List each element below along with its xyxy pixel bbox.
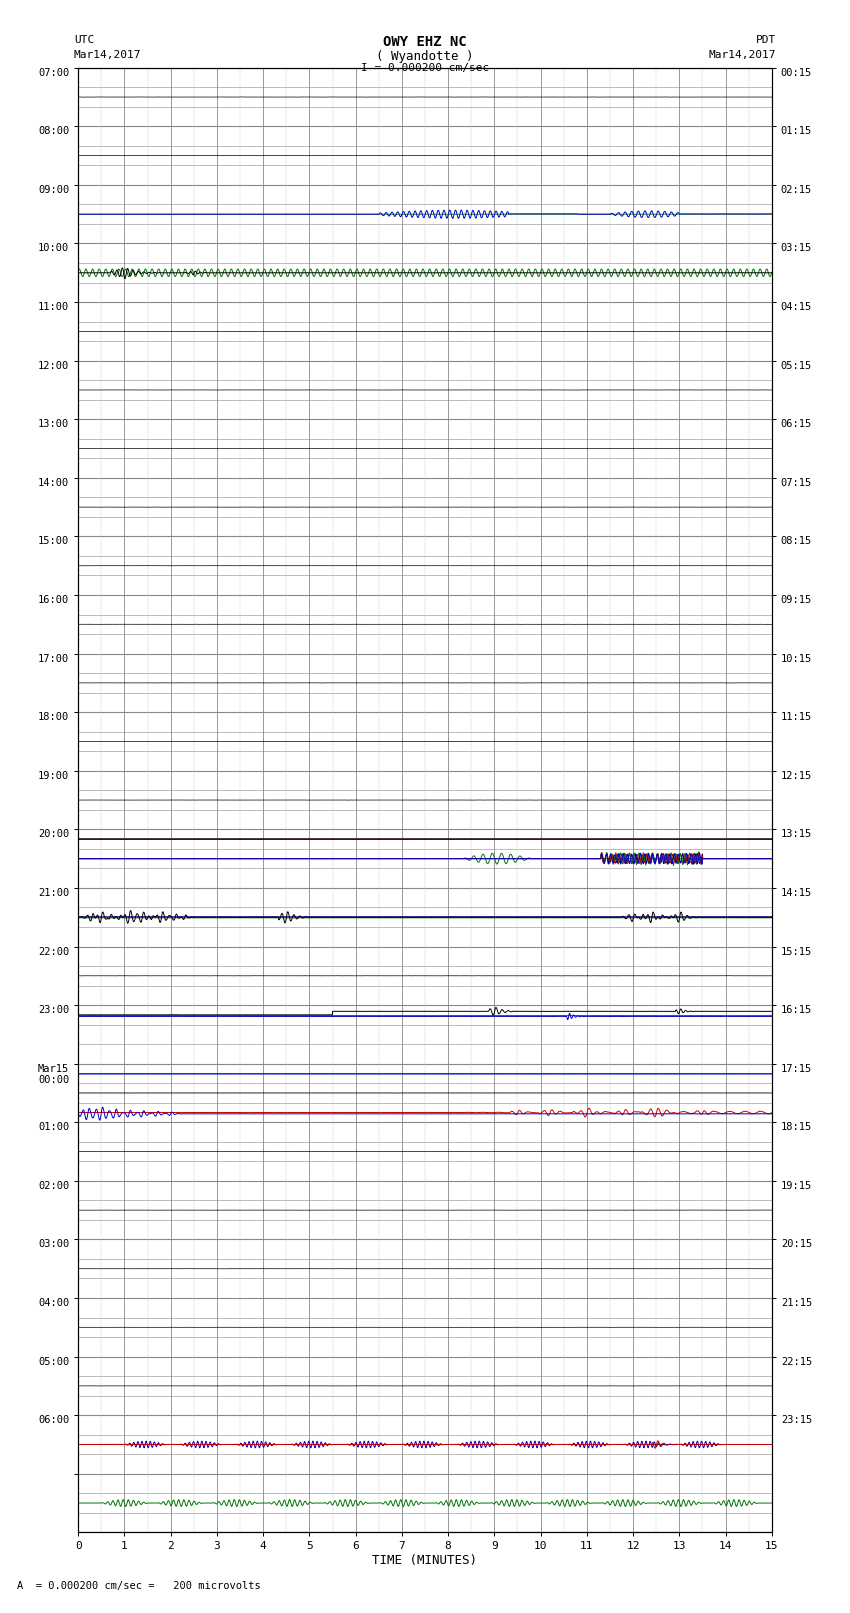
Text: A  = 0.000200 cm/sec =   200 microvolts: A = 0.000200 cm/sec = 200 microvolts [17, 1581, 261, 1590]
Text: Mar14,2017: Mar14,2017 [709, 50, 776, 60]
Text: UTC: UTC [74, 35, 94, 45]
Text: I = 0.000200 cm/sec: I = 0.000200 cm/sec [361, 63, 489, 73]
Text: Mar14,2017: Mar14,2017 [74, 50, 141, 60]
Text: ( Wyandotte ): ( Wyandotte ) [377, 50, 473, 63]
Text: OWY EHZ NC: OWY EHZ NC [383, 35, 467, 50]
Text: PDT: PDT [756, 35, 776, 45]
X-axis label: TIME (MINUTES): TIME (MINUTES) [372, 1555, 478, 1568]
